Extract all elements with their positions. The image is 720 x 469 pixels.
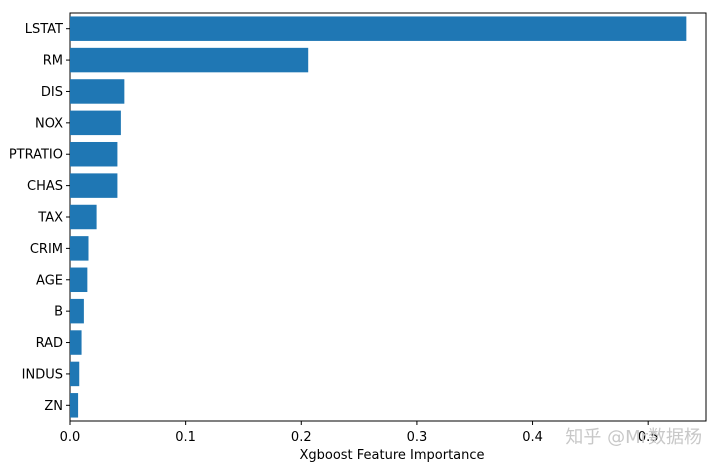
y-tick-label-age: AGE — [36, 273, 63, 288]
watermark-text: 知乎 @Mr数据杨 — [565, 427, 702, 448]
bar-crim — [70, 236, 89, 261]
bar-dis — [70, 79, 125, 104]
bar-rad — [70, 330, 82, 355]
y-tick-label-tax: TAX — [37, 211, 63, 226]
x-tick-label: 0.3 — [407, 430, 428, 445]
y-tick-label-zn: ZN — [44, 399, 63, 414]
bar-age — [70, 267, 88, 293]
x-axis-label: Xgboost Feature Importance — [299, 448, 484, 463]
y-tick-label-rad: RAD — [36, 336, 63, 351]
x-tick-label: 0.1 — [175, 430, 196, 445]
x-tick-label: 0.4 — [522, 430, 543, 445]
x-tick-label: 0.0 — [60, 430, 81, 445]
y-tick-label-ptratio: PTRATIO — [9, 148, 63, 163]
x-ticks: 0.0 0.1 0.2 0.3 0.4 0.5 — [60, 421, 659, 445]
x-tick-label: 0.5 — [638, 430, 659, 445]
bar-chas — [70, 173, 118, 198]
y-tick-label-rm: RM — [43, 54, 63, 69]
bar-nox — [70, 110, 121, 136]
bar-lstat — [70, 16, 687, 41]
y-tick-label-nox: NOX — [35, 116, 63, 131]
bar-indus — [70, 361, 80, 387]
y-tick-label-chas: CHAS — [27, 179, 63, 194]
bars-group — [70, 16, 687, 418]
bar-b — [70, 298, 84, 324]
x-tick-label: 0.2 — [291, 430, 312, 445]
y-tick-label-b: B — [54, 305, 63, 320]
bar-ptratio — [70, 141, 118, 167]
y-tick-label-lstat: LSTAT — [25, 22, 63, 37]
y-tick-labels: LSTAT RM DIS NOX PTRATIO CHAS TAX CRIM AGE B RAD IN… — [9, 22, 70, 414]
bar-zn — [70, 393, 79, 418]
plot-frame — [69, 12, 707, 422]
y-tick-label-indus: INDUS — [22, 367, 63, 382]
y-tick-label-crim: CRIM — [30, 242, 63, 257]
bar-tax — [70, 204, 97, 230]
bar-rm — [70, 47, 309, 73]
y-tick-label-dis: DIS — [41, 85, 63, 100]
